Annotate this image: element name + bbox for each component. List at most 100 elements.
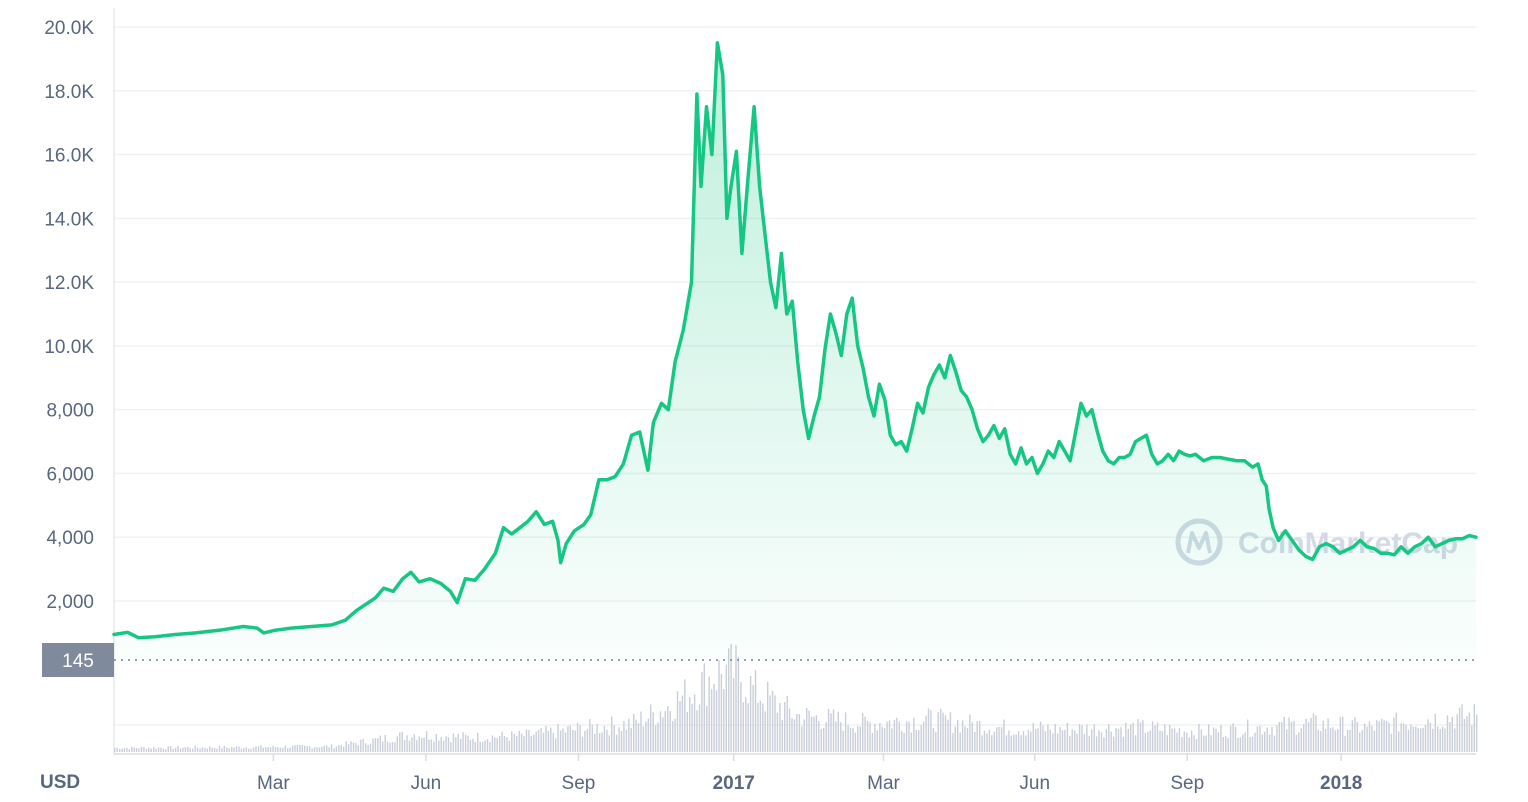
volume-bar bbox=[238, 746, 240, 752]
volume-bar bbox=[908, 721, 910, 752]
volume-bar bbox=[1069, 736, 1071, 752]
volume-bar bbox=[170, 746, 172, 752]
volume-bar bbox=[876, 730, 878, 752]
volume-bar bbox=[1205, 735, 1207, 752]
volume-bar bbox=[299, 744, 301, 752]
volume-bar bbox=[118, 749, 121, 752]
volume-bar bbox=[357, 745, 359, 752]
volume-bar bbox=[693, 694, 696, 752]
volume-bar bbox=[406, 735, 408, 752]
volume-bar bbox=[1305, 718, 1307, 752]
volume-bar bbox=[525, 729, 528, 752]
volume-bar bbox=[1142, 720, 1144, 752]
volume-bar bbox=[542, 732, 545, 752]
volume-bar bbox=[345, 741, 347, 752]
volume-bar bbox=[691, 703, 693, 752]
volume-bar bbox=[1300, 728, 1302, 752]
volume-bar bbox=[672, 720, 674, 752]
volume-bar bbox=[1088, 735, 1090, 752]
volume-bar bbox=[362, 738, 364, 752]
volume-bar bbox=[1234, 726, 1237, 752]
volume-bar bbox=[313, 747, 316, 752]
volume-bar bbox=[1385, 721, 1388, 752]
volume-bar bbox=[316, 747, 318, 752]
volume-bar bbox=[1171, 728, 1173, 752]
volume-bar bbox=[1412, 726, 1415, 752]
volume-bar bbox=[1337, 729, 1339, 752]
volume-bar bbox=[318, 747, 321, 752]
volume-bar bbox=[1312, 713, 1315, 752]
volume-bar bbox=[1127, 729, 1129, 752]
volume-bar bbox=[267, 747, 269, 752]
volume-bar bbox=[235, 746, 238, 752]
volume-bar bbox=[628, 718, 630, 752]
volume-bar bbox=[1115, 728, 1117, 752]
volume-bar bbox=[1193, 735, 1195, 752]
volume-bar bbox=[1066, 722, 1069, 752]
volume-bar bbox=[1166, 735, 1168, 752]
y-tick-label: 8,000 bbox=[46, 401, 94, 422]
volume-bar bbox=[1461, 704, 1463, 752]
y-tick-label: 4,000 bbox=[46, 528, 94, 549]
volume-bar bbox=[1468, 712, 1471, 752]
volume-bar bbox=[518, 730, 520, 752]
volume-bar bbox=[1324, 728, 1327, 752]
volume-bar bbox=[830, 713, 832, 752]
volume-bar bbox=[657, 722, 659, 752]
volume-bar bbox=[601, 732, 603, 752]
volume-bar bbox=[1195, 739, 1198, 752]
volume-bar bbox=[645, 721, 647, 752]
volume-bar bbox=[922, 721, 925, 752]
volume-bar bbox=[452, 733, 455, 752]
volume-bar bbox=[1344, 735, 1346, 752]
volume-bar bbox=[340, 745, 342, 752]
volume-bar bbox=[172, 748, 174, 752]
volume-bar bbox=[625, 729, 628, 752]
volume-bar bbox=[1039, 721, 1042, 752]
volume-bar bbox=[1130, 724, 1132, 752]
volume-bar bbox=[1351, 720, 1354, 752]
volume-bar bbox=[932, 727, 935, 752]
volume-bar bbox=[957, 720, 959, 752]
volume-bar bbox=[416, 740, 418, 752]
volume-bar bbox=[1398, 731, 1400, 752]
volume-bar bbox=[279, 747, 282, 752]
volume-bar bbox=[959, 732, 961, 752]
volume-bar bbox=[1261, 734, 1263, 752]
volume-bar bbox=[728, 648, 730, 752]
volume-bar bbox=[1454, 728, 1456, 752]
volume-bar bbox=[1264, 731, 1266, 752]
volume-bar bbox=[223, 745, 225, 752]
volume-bar bbox=[1288, 717, 1290, 752]
volume-bar bbox=[896, 717, 898, 752]
volume-bar bbox=[913, 717, 915, 752]
volume-bar bbox=[1025, 735, 1027, 752]
volume-bar bbox=[801, 726, 803, 752]
volume-bar bbox=[925, 715, 927, 752]
volume-bar bbox=[779, 703, 781, 752]
volume-bar bbox=[954, 726, 956, 752]
volume-bar bbox=[167, 746, 169, 752]
volume-bar bbox=[369, 743, 372, 752]
volume-bar bbox=[735, 645, 737, 752]
volume-bar bbox=[813, 716, 815, 752]
volume-bar bbox=[618, 727, 620, 752]
volume-bar bbox=[184, 747, 187, 752]
volume-bar bbox=[1471, 725, 1473, 752]
volume-bar bbox=[703, 663, 705, 752]
volume-bar bbox=[442, 740, 445, 752]
volume-bar bbox=[650, 704, 652, 752]
volume-bar bbox=[764, 711, 766, 752]
volume-bar bbox=[630, 727, 632, 752]
volume-bar bbox=[506, 737, 508, 752]
volume-bar bbox=[1315, 715, 1317, 752]
volume-bar bbox=[1251, 736, 1254, 752]
volume-bar bbox=[321, 746, 323, 752]
volume-bar bbox=[737, 657, 740, 752]
volume-bar bbox=[294, 745, 296, 752]
reference-badge-value: 145 bbox=[62, 651, 94, 672]
volume-bar bbox=[399, 732, 401, 752]
volume-bar bbox=[749, 675, 752, 752]
volume-bar bbox=[265, 747, 267, 752]
volume-bar bbox=[1349, 729, 1351, 752]
